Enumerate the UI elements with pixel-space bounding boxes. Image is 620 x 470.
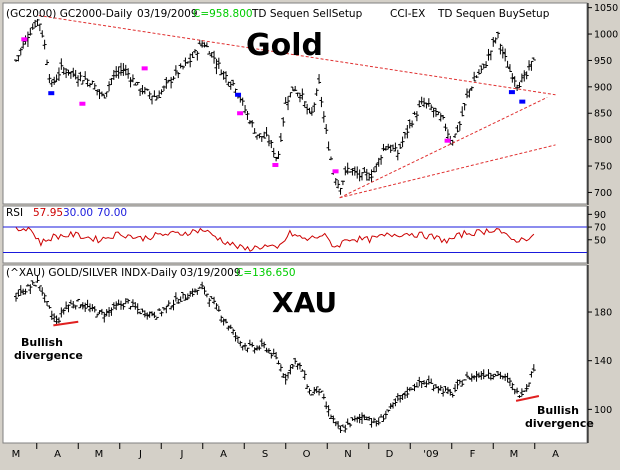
axis-tick-label: 70	[594, 223, 606, 234]
month-label: J	[180, 449, 184, 460]
sell-setup-marker	[444, 138, 451, 143]
gold-trendlines	[38, 15, 556, 199]
rsi-label: RSI	[6, 207, 23, 219]
xau-panel	[2, 264, 588, 444]
axis-tick-label: 1050	[594, 3, 618, 14]
xau-divergence-lines	[53, 320, 540, 402]
buy-setup-marker	[235, 92, 242, 97]
axis-tick-label: 50	[594, 235, 606, 246]
xau-right-annotation-line2: divergence	[525, 417, 594, 430]
divergence-line-right	[515, 395, 540, 402]
month-label: A	[552, 449, 559, 460]
trendline	[339, 96, 548, 199]
month-label: A	[54, 449, 61, 460]
axis-tick-label: 700	[594, 188, 612, 199]
month-label: M	[510, 449, 519, 460]
divergence-line-left	[53, 320, 79, 327]
xau-header-symbol: (^XAU) GOLD/SILVER INDX-Daily	[6, 267, 177, 279]
sell-setup-marker	[141, 66, 148, 71]
gold-title: Gold	[246, 28, 323, 63]
xau-title: XAU	[272, 286, 337, 319]
gold-header-buysetup: TD Sequen BuySetup	[437, 8, 550, 20]
rsi-plot	[3, 226, 587, 253]
rsi-value: 57.95	[33, 207, 63, 219]
xau-left-annotation-line2: divergence	[14, 349, 83, 362]
rsi-line	[15, 226, 535, 252]
gold-header-sellsetup: TD Sequen SellSetup	[251, 8, 363, 20]
rsi-band-low: 30.00	[63, 207, 93, 219]
axis-tick-label: 100	[594, 405, 612, 416]
xau-y-axis: 100 140 180	[587, 265, 612, 443]
sell-setup-marker	[79, 101, 86, 106]
trendline	[38, 15, 556, 96]
buy-setup-marker	[508, 90, 515, 95]
sell-setup-marker	[332, 169, 339, 174]
month-label: D	[386, 449, 394, 460]
month-label: S	[262, 449, 268, 460]
gold-header-close: C=958.800	[193, 8, 253, 20]
gold-header-date: 03/19/2009	[137, 8, 198, 20]
gold-setup-markers	[21, 37, 526, 174]
axis-tick-label: 180	[594, 308, 612, 319]
month-label: N	[344, 449, 351, 460]
month-label: M	[95, 449, 104, 460]
xau-left-annotation-line1: Bullish	[21, 336, 63, 349]
gold-price-bars	[14, 18, 536, 195]
month-label: A	[220, 449, 227, 460]
sell-setup-marker	[21, 37, 28, 42]
buy-setup-marker	[519, 99, 526, 104]
month-label: '09	[423, 449, 438, 460]
sell-setup-marker	[272, 162, 279, 167]
trendline	[339, 144, 556, 199]
month-label: O	[303, 449, 311, 460]
axis-tick-label: 900	[594, 82, 612, 93]
sell-setup-marker	[237, 111, 244, 116]
xau-header-date: 03/19/2009	[180, 267, 241, 279]
axis-tick-label: 800	[594, 135, 612, 146]
gold-y-axis: 700 750 800 850 900 950 1000 1050	[587, 3, 618, 205]
xau-right-annotation-line1: Bullish	[537, 404, 579, 417]
gold-header-cci: CCI-EX	[390, 8, 425, 20]
axis-tick-label: 140	[594, 356, 612, 367]
month-label: F	[470, 449, 476, 460]
month-label: J	[138, 449, 142, 460]
buy-setup-marker	[48, 91, 55, 96]
xau-price-bars	[14, 275, 536, 433]
axis-tick-label: 90	[594, 210, 606, 221]
axis-tick-label: 850	[594, 109, 612, 120]
axis-tick-label: 750	[594, 162, 612, 173]
rsi-band-high: 70.00	[97, 207, 127, 219]
month-label: M	[12, 449, 21, 460]
xau-header-close: C=136.650	[236, 267, 296, 279]
axis-tick-label: 950	[594, 56, 612, 67]
gold-panel	[2, 2, 588, 205]
axis-tick-label: 1000	[594, 30, 618, 41]
gold-header-symbol: (GC2000) GC2000-Daily	[6, 8, 132, 20]
month-axis: M A M J J A S O N D '09 F M A	[12, 443, 559, 460]
